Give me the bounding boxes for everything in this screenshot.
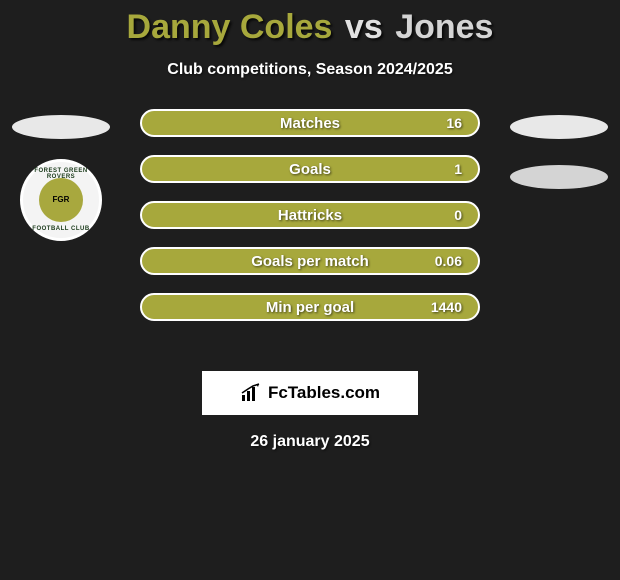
badge-ring-top: FOREST GREEN ROVERS xyxy=(23,168,99,180)
stat-bar: Goals per match 0.06 xyxy=(140,247,480,275)
stat-label: Hattricks xyxy=(278,207,342,224)
title-vs: vs xyxy=(345,8,383,46)
stat-value: 16 xyxy=(446,115,462,131)
stat-bar: Goals 1 xyxy=(140,155,480,183)
comparison-panel: FOREST GREEN ROVERS FGR FOOTBALL CLUB Ma… xyxy=(0,109,620,349)
right-column xyxy=(504,109,614,209)
page-title: Danny Coles vs Jones xyxy=(0,0,620,47)
stat-bar: Min per goal 1440 xyxy=(140,293,480,321)
stat-value: 1440 xyxy=(431,299,462,315)
title-player1: Danny Coles xyxy=(127,8,333,46)
placeholder-ellipse xyxy=(510,165,608,189)
badge-ring-bottom: FOOTBALL CLUB xyxy=(23,226,99,232)
subtitle: Club competitions, Season 2024/2025 xyxy=(0,61,620,79)
placeholder-ellipse xyxy=(510,115,608,139)
stat-label: Matches xyxy=(280,115,340,132)
stat-bar: Hattricks 0 xyxy=(140,201,480,229)
stat-value: 1 xyxy=(454,161,462,177)
club-badge: FOREST GREEN ROVERS FGR FOOTBALL CLUB xyxy=(20,159,102,241)
stat-label: Min per goal xyxy=(266,299,354,316)
stat-label: Goals per match xyxy=(251,253,369,270)
stat-bar: Matches 16 xyxy=(140,109,480,137)
stat-label: Goals xyxy=(289,161,331,178)
barchart-icon xyxy=(240,383,262,403)
title-player2: Jones xyxy=(395,8,493,46)
date-line: 26 january 2025 xyxy=(0,433,620,451)
badge-center: FGR xyxy=(39,178,83,222)
brand-box: FcTables.com xyxy=(202,371,418,415)
stat-value: 0.06 xyxy=(435,253,462,269)
brand-text: FcTables.com xyxy=(268,383,380,403)
left-column: FOREST GREEN ROVERS FGR FOOTBALL CLUB xyxy=(6,109,116,241)
stat-value: 0 xyxy=(454,207,462,223)
placeholder-ellipse xyxy=(12,115,110,139)
stat-bars: Matches 16 Goals 1 Hattricks 0 Goals per… xyxy=(140,109,480,321)
